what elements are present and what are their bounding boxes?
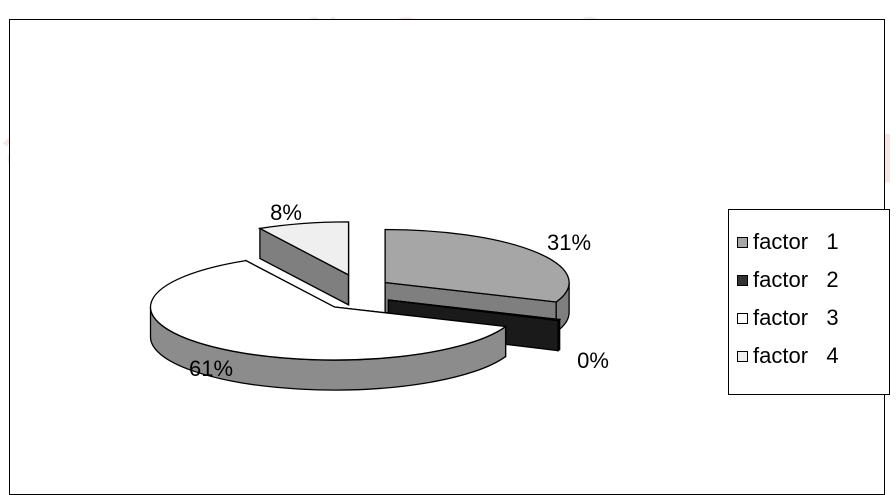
pie-slice-1	[384, 228, 570, 303]
legend-item-2: factor 2	[737, 265, 887, 295]
legend-item-4: factor 4	[737, 341, 887, 371]
legend-item-3: factor 3	[737, 303, 887, 333]
pie-slice-4	[257, 221, 350, 276]
data-label-3: 61%	[189, 356, 233, 381]
legend-swatch-3	[737, 312, 748, 324]
data-label-4: 8%	[270, 200, 302, 225]
legend-label-4: factor 4	[753, 343, 839, 368]
legend-swatch-2	[737, 274, 748, 286]
legend: factor 1 factor 2 factor 3 factor 4	[728, 209, 890, 395]
pie-slice-2	[388, 299, 562, 322]
legend-label-3: factor 3	[753, 305, 839, 330]
legend-swatch-4	[737, 350, 748, 362]
legend-swatch-1	[737, 236, 748, 248]
legend-label-1: factor 1	[753, 229, 839, 254]
legend-item-1: factor 1	[737, 227, 887, 257]
data-label-1: 31%	[547, 230, 591, 255]
data-label-2: 0%	[577, 348, 609, 373]
pie-slice-3	[149, 259, 508, 361]
pie-slice-2-side	[557, 318, 561, 352]
legend-label-2: factor 2	[753, 267, 839, 292]
